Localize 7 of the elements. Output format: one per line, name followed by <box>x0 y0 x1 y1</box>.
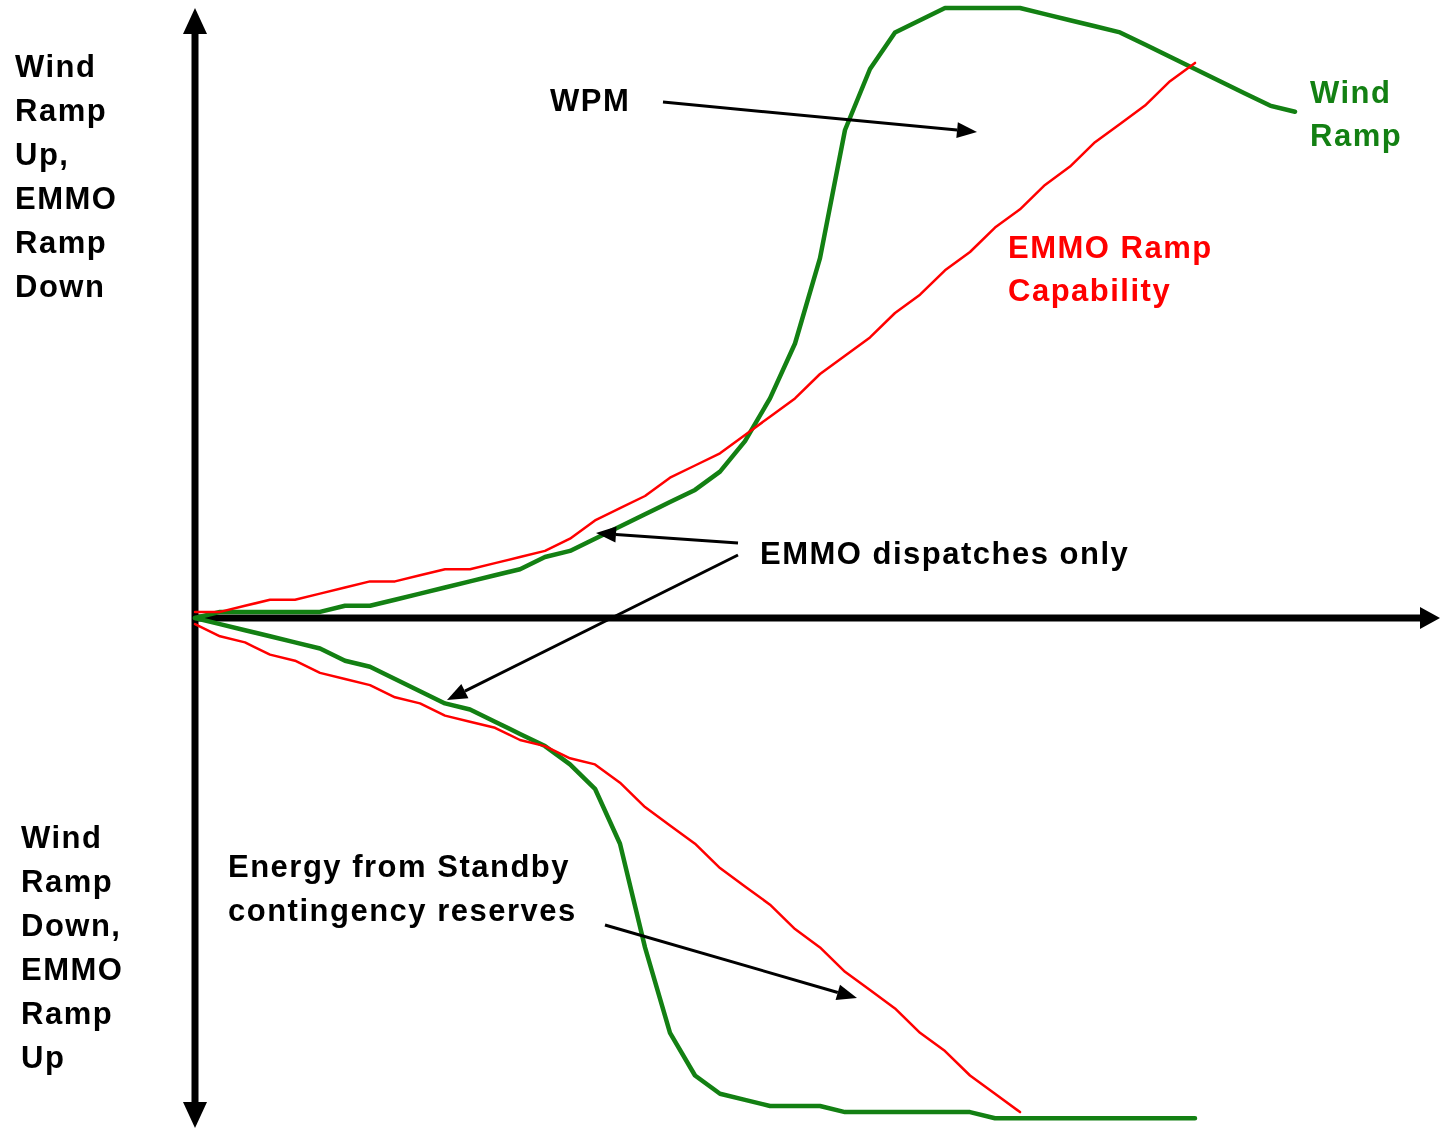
y-axis-title: Wind Ramp Up, EMMO Ramp Down <box>15 49 118 304</box>
series-label: Wind Ramp <box>1310 75 1403 153</box>
series-label: EMMO Ramp Capability <box>1008 230 1213 308</box>
text: Wind Ramp Down, EMMO Ramp Up <box>21 820 124 1075</box>
annotation: Energy from Standby contingency reserves <box>228 849 577 928</box>
annotation: EMMO dispatches only <box>760 536 1130 571</box>
annotation: WPM <box>550 83 631 118</box>
